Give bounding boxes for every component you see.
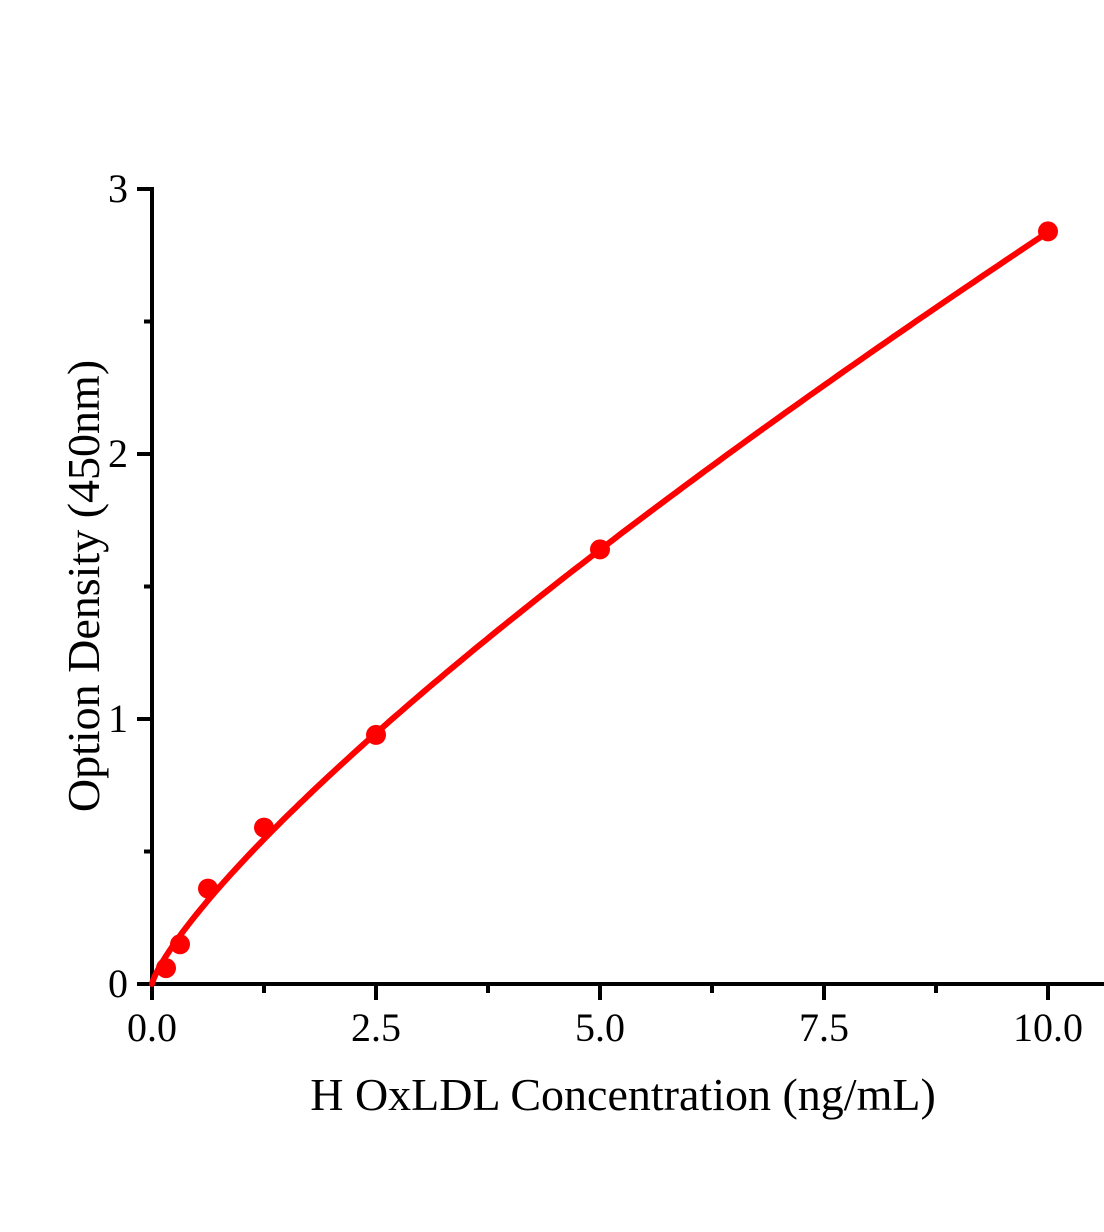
y-tick-label: 1	[108, 696, 128, 741]
y-tick-label: 2	[108, 431, 128, 476]
data-point-marker	[590, 539, 610, 560]
y-tick-label: 0	[108, 961, 128, 1006]
data-point-marker	[156, 958, 176, 979]
data-point-marker	[254, 817, 274, 838]
x-tick-label: 10.0	[1013, 1005, 1083, 1050]
x-tick-label: 2.5	[351, 1005, 401, 1050]
x-tick-label: 5.0	[575, 1005, 625, 1050]
chart-canvas: 0.0 2.5 5.0 7.5 10.0 0 1 2 3	[108, 166, 1104, 1050]
y-axis-title: Option Density (450nm)	[58, 359, 109, 813]
data-point-marker	[1038, 221, 1058, 242]
data-point-marker	[366, 724, 386, 745]
fit-curve	[149, 229, 1051, 987]
standard-curve-figure: 0.0 2.5 5.0 7.5 10.0 0 1 2 3 Option Density (450…	[40, 16, 1104, 1216]
x-tick-label: 7.5	[799, 1005, 849, 1050]
data-point-marker	[170, 934, 190, 955]
axes-line	[150, 187, 1104, 986]
data-point-marker	[198, 878, 218, 899]
y-tick-label: 3	[108, 166, 128, 211]
x-axis-title: H OxLDL Concentration (ng/mL)	[310, 1069, 936, 1120]
x-tick-label: 0.0	[127, 1005, 177, 1050]
